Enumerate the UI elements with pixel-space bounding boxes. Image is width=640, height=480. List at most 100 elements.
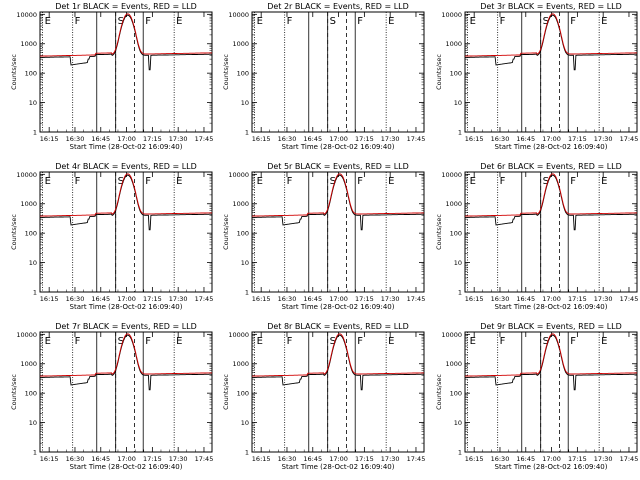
y-tick-label: 1000 xyxy=(20,200,37,208)
interval-letter: E xyxy=(45,16,51,27)
interval-letter: F xyxy=(500,176,506,187)
y-tick-label: 100 xyxy=(237,70,249,78)
interval-letter: S xyxy=(330,176,336,187)
x-tick-label: 17:15 xyxy=(568,295,587,303)
x-tick-label: 16:15 xyxy=(465,135,484,143)
interval-letter: S xyxy=(118,336,124,347)
events-series-line xyxy=(464,174,637,231)
interval-letter: E xyxy=(601,16,607,27)
y-axis-title: Counts/sec xyxy=(10,54,18,90)
detector-panel-7: Det 7r BLACK = Events, RED = LLD 1 10 100 10… xyxy=(10,322,213,471)
interval-letter: F xyxy=(500,336,506,347)
x-tick-label: 16:15 xyxy=(40,295,59,303)
events-series-line xyxy=(464,14,637,71)
y-tick-label: 10 xyxy=(29,419,37,427)
detector-panel-9: Det 9r BLACK = Events, RED = LLD 1 10 100 10… xyxy=(435,322,638,471)
y-tick-label: 100 xyxy=(237,390,249,398)
y-tick-label: 10000 xyxy=(441,171,462,179)
y-tick-label: 100 xyxy=(25,70,37,78)
interval-letter: F xyxy=(145,16,151,27)
interval-letter: F xyxy=(287,16,293,27)
events-series-line xyxy=(464,334,637,391)
interval-letter: E xyxy=(257,16,263,27)
x-tick-label: 16:30 xyxy=(66,295,85,303)
x-tick-label: 17:00 xyxy=(329,135,348,143)
x-tick-label: 16:15 xyxy=(465,295,484,303)
lld-series-line xyxy=(40,173,212,217)
y-tick-label: 1000 xyxy=(20,40,37,48)
lld-series-line xyxy=(465,13,637,57)
y-tick-label: 1 xyxy=(33,449,37,457)
x-axis-title: Start Time (28-Oct-02 16:09:40) xyxy=(70,303,183,311)
plot-frame xyxy=(251,11,425,133)
x-tick-label: 17:30 xyxy=(594,455,613,463)
x-tick-label: 17:30 xyxy=(594,135,613,143)
x-tick-label: 17:00 xyxy=(329,295,348,303)
y-tick-label: 10000 xyxy=(16,11,37,19)
x-tick-label: 16:30 xyxy=(491,295,510,303)
y-tick-label: 10000 xyxy=(16,331,37,339)
y-tick-label: 1 xyxy=(33,289,37,297)
y-tick-label: 1000 xyxy=(445,200,462,208)
plot-frame xyxy=(251,171,425,293)
detector-panel-6: Det 6r BLACK = Events, RED = LLD 1 10 100 10… xyxy=(435,162,638,311)
interval-letter: F xyxy=(570,336,576,347)
x-tick-label: 17:45 xyxy=(620,455,639,463)
events-series-line xyxy=(39,14,212,71)
interval-letter: E xyxy=(601,336,607,347)
x-axis-title: Start Time (28-Oct-02 16:09:40) xyxy=(495,303,608,311)
y-tick-label: 1000 xyxy=(232,360,249,368)
x-axis-title: Start Time (28-Oct-02 16:09:40) xyxy=(70,143,183,151)
x-axis-title: Start Time (28-Oct-02 16:09:40) xyxy=(282,303,395,311)
x-axis-title: Start Time (28-Oct-02 16:09:40) xyxy=(495,463,608,471)
y-tick-label: 1 xyxy=(458,289,462,297)
interval-letter: F xyxy=(357,176,363,187)
x-axis-title: Start Time (28-Oct-02 16:09:40) xyxy=(495,143,608,151)
x-tick-label: 17:15 xyxy=(143,295,162,303)
x-tick-label: 17:00 xyxy=(329,455,348,463)
y-tick-label: 10000 xyxy=(441,331,462,339)
panel-title: Det 4r BLACK = Events, RED = LLD xyxy=(55,162,197,171)
events-series-line xyxy=(251,174,424,231)
panel-title: Det 1r BLACK = Events, RED = LLD xyxy=(55,2,197,11)
detector-panel-4: Det 4r BLACK = Events, RED = LLD 1 10 100 10… xyxy=(10,162,213,311)
interval-letter: E xyxy=(470,16,476,27)
y-tick-label: 100 xyxy=(450,390,462,398)
lld-series-line xyxy=(252,173,424,217)
x-tick-label: 17:30 xyxy=(381,455,400,463)
detector-panel-8: Det 8r BLACK = Events, RED = LLD 1 10 100 10… xyxy=(222,322,425,471)
plot-frame xyxy=(464,171,638,293)
x-tick-label: 17:30 xyxy=(381,295,400,303)
x-tick-label: 17:15 xyxy=(143,455,162,463)
interval-letter: E xyxy=(257,176,263,187)
plot-frame xyxy=(39,171,213,293)
interval-letter: E xyxy=(388,16,394,27)
interval-letter: S xyxy=(543,336,549,347)
x-tick-label: 17:30 xyxy=(169,455,188,463)
x-tick-label: 16:45 xyxy=(303,135,322,143)
y-tick-label: 1 xyxy=(33,129,37,137)
y-tick-label: 10000 xyxy=(16,171,37,179)
lld-series-line xyxy=(40,13,212,57)
y-axis-title: Counts/sec xyxy=(222,54,230,90)
y-tick-label: 1 xyxy=(458,129,462,137)
x-tick-label: 17:45 xyxy=(407,295,426,303)
x-tick-label: 17:45 xyxy=(620,135,639,143)
y-tick-label: 100 xyxy=(450,70,462,78)
x-tick-label: 17:15 xyxy=(143,135,162,143)
x-tick-label: 16:30 xyxy=(278,295,297,303)
panel-title: Det 3r BLACK = Events, RED = LLD xyxy=(480,2,622,11)
y-tick-label: 10 xyxy=(454,259,462,267)
y-tick-label: 10 xyxy=(29,99,37,107)
y-tick-label: 10 xyxy=(241,259,249,267)
x-tick-label: 17:15 xyxy=(568,455,587,463)
x-tick-label: 16:45 xyxy=(303,455,322,463)
x-tick-label: 17:15 xyxy=(355,135,374,143)
x-tick-label: 16:30 xyxy=(66,135,85,143)
y-tick-label: 10 xyxy=(454,419,462,427)
interval-letter: E xyxy=(176,176,182,187)
interval-letter: E xyxy=(470,176,476,187)
x-tick-label: 16:45 xyxy=(91,295,110,303)
interval-letter: F xyxy=(357,336,363,347)
